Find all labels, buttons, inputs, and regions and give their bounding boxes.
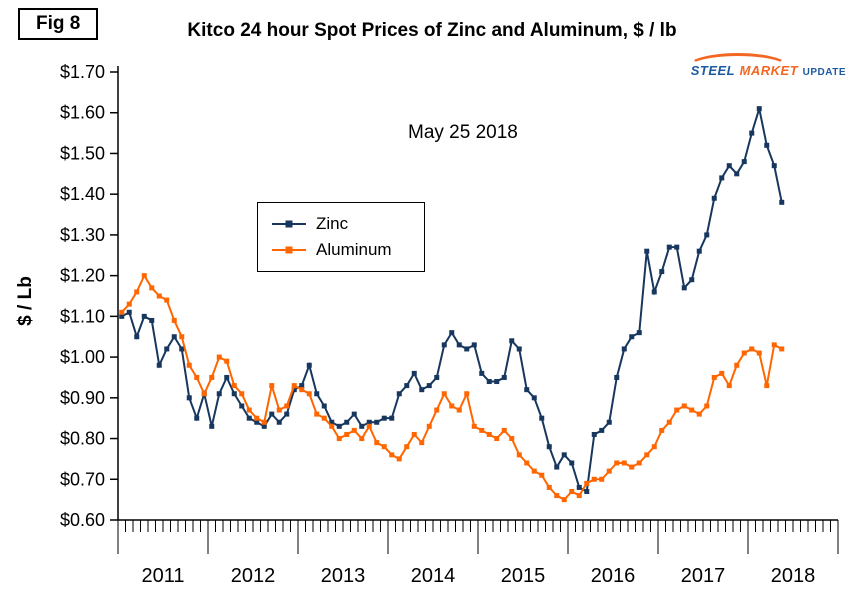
svg-text:$0.60: $0.60 (60, 510, 105, 530)
svg-text:2018: 2018 (771, 565, 816, 587)
chart-title: Kitco 24 hour Spot Prices of Zinc and Al… (187, 20, 677, 41)
svg-text:$0.70: $0.70 (60, 469, 105, 489)
legend-item-zinc: Zinc (272, 211, 424, 237)
svg-text:2012: 2012 (231, 565, 276, 587)
aluminum-marker-icon (285, 246, 293, 254)
svg-text:2014: 2014 (411, 565, 456, 587)
svg-text:$1.30: $1.30 (60, 225, 105, 245)
svg-text:2015: 2015 (501, 565, 546, 587)
svg-text:$0.90: $0.90 (60, 388, 105, 408)
y-axis-title: $ / Lb (15, 276, 36, 326)
svg-text:2013: 2013 (321, 565, 366, 587)
date-annotation: May 25 2018 (408, 122, 518, 143)
svg-text:$0.80: $0.80 (60, 429, 105, 449)
svg-text:$1.20: $1.20 (60, 266, 105, 286)
logo-swoosh (686, 53, 789, 81)
legend: Zinc Aluminum (257, 202, 425, 272)
legend-item-aluminum: Aluminum (272, 237, 424, 263)
svg-text:$1.70: $1.70 (60, 62, 105, 82)
zinc-marker-icon (285, 220, 293, 228)
svg-text:$1.40: $1.40 (60, 184, 105, 204)
svg-text:$1.00: $1.00 (60, 347, 105, 367)
zinc-line-swatch (272, 220, 306, 228)
figure-label: Fig 8 (18, 8, 99, 40)
svg-text:$1.50: $1.50 (60, 143, 105, 163)
svg-text:2016: 2016 (591, 565, 636, 587)
svg-text:2017: 2017 (681, 565, 726, 587)
legend-label-aluminum: Aluminum (316, 240, 392, 259)
logo-update-text: UPDATE (802, 67, 846, 78)
smu-logo: STEEL MARKET UPDATE (686, 53, 846, 80)
legend-label-zinc: Zinc (316, 214, 349, 233)
svg-text:$1.60: $1.60 (60, 103, 105, 123)
aluminum-line-swatch (272, 246, 306, 254)
svg-text:$1.10: $1.10 (60, 306, 105, 326)
svg-text:2011: 2011 (141, 565, 184, 587)
